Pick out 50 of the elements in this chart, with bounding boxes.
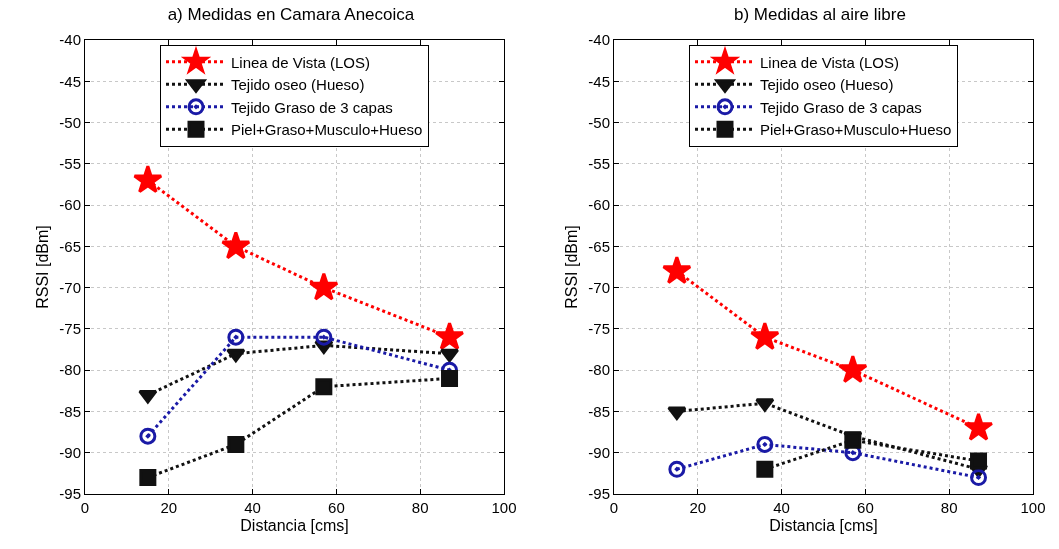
x-tick-label: 20 bbox=[689, 499, 707, 516]
chart-title: b) Medidas al aire libre bbox=[733, 5, 906, 25]
y-tick-label: -40 bbox=[59, 31, 81, 49]
y-axis-title: RSSI [dBm] bbox=[563, 225, 581, 309]
legend-label: Piel+Graso+Musculo+Hueso bbox=[231, 121, 423, 139]
y-tick-label: -80 bbox=[59, 361, 81, 379]
y-tick-label: -90 bbox=[59, 443, 81, 461]
y-tick-label: -85 bbox=[59, 402, 81, 420]
x-axis-title: Distancia [cms] bbox=[240, 516, 349, 534]
x-tick-label: 80 bbox=[940, 499, 958, 516]
legend-label: Tejido Graso de 3 capas bbox=[231, 98, 393, 116]
y-tick-label: -65 bbox=[59, 237, 81, 255]
y-tick-label: -50 bbox=[588, 113, 610, 131]
y-tick-label: -55 bbox=[59, 155, 81, 173]
legend-label: Linea de Vista (LOS) bbox=[760, 53, 899, 71]
legend-label: Tejido Graso de 3 capas bbox=[760, 98, 922, 116]
y-tick-label: -95 bbox=[59, 485, 81, 503]
y-tick-label: -40 bbox=[588, 31, 610, 49]
x-tick-label: 60 bbox=[328, 499, 345, 516]
x-tick-label: 80 bbox=[411, 499, 429, 516]
y-tick-label: -80 bbox=[588, 361, 610, 379]
x-tick-label: 40 bbox=[773, 499, 790, 516]
y-tick-label: -95 bbox=[588, 485, 610, 503]
x-axis-title: Distancia [cms] bbox=[769, 516, 878, 534]
x-tick-label: 20 bbox=[160, 499, 178, 516]
y-tick-label: -50 bbox=[59, 113, 81, 131]
y-tick-label: -55 bbox=[588, 155, 610, 173]
y-tick-label: -45 bbox=[59, 72, 81, 90]
y-tick-label: -70 bbox=[59, 278, 81, 296]
x-tick-label: 40 bbox=[244, 499, 261, 516]
x-tick-label: 0 bbox=[609, 499, 619, 516]
legend-label: Tejido oseo (Hueso) bbox=[760, 76, 894, 94]
y-tick-label: -70 bbox=[588, 278, 610, 296]
y-tick-label: -60 bbox=[59, 196, 81, 214]
chart-title: a) Medidas en Camara Anecoica bbox=[167, 5, 415, 25]
y-axis-title: RSSI [dBm] bbox=[34, 225, 52, 309]
legend-label: Piel+Graso+Musculo+Hueso bbox=[760, 121, 952, 139]
legend-label: Tejido oseo (Hueso) bbox=[231, 76, 365, 94]
x-tick-label: 0 bbox=[80, 499, 90, 516]
y-tick-label: -65 bbox=[588, 237, 610, 255]
y-tick-label: -60 bbox=[588, 196, 610, 214]
y-tick-label: -75 bbox=[59, 320, 81, 338]
legend-label: Linea de Vista (LOS) bbox=[231, 53, 370, 71]
y-tick-label: -75 bbox=[588, 320, 610, 338]
x-tick-label: 100 bbox=[491, 499, 517, 516]
x-tick-label: 60 bbox=[857, 499, 874, 516]
x-tick-label: 100 bbox=[1020, 499, 1046, 516]
y-tick-label: -85 bbox=[588, 402, 610, 420]
y-tick-label: -45 bbox=[588, 72, 610, 90]
y-tick-label: -90 bbox=[588, 443, 610, 461]
